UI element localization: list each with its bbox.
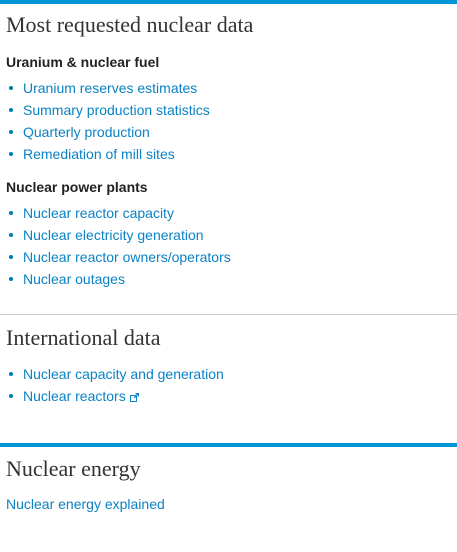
list-item: Nuclear capacity and generation [0, 363, 224, 385]
list-item: Nuclear reactor owners/operators [0, 246, 231, 268]
international-title: International data [6, 325, 161, 350]
bullet-icon [9, 255, 13, 259]
list-item: Quarterly production [0, 121, 210, 143]
quarterly-production-link[interactable]: Quarterly production [23, 124, 150, 140]
summary-production-link[interactable]: Summary production statistics [23, 102, 210, 118]
list-item: Nuclear outages [0, 268, 231, 290]
international-links: Nuclear capacity and generation Nuclear … [0, 363, 224, 407]
section-divider [0, 314, 457, 315]
bullet-icon [9, 394, 13, 398]
external-link-icon [129, 386, 139, 402]
list-item: Summary production statistics [0, 99, 210, 121]
reactor-owners-link[interactable]: Nuclear reactor owners/operators [23, 249, 231, 265]
uranium-reserves-link[interactable]: Uranium reserves estimates [23, 80, 198, 96]
top-accent-rule [0, 0, 457, 4]
uranium-fuel-heading: Uranium & nuclear fuel [6, 54, 160, 70]
reactor-capacity-link[interactable]: Nuclear reactor capacity [23, 205, 174, 221]
nuclear-reactors-link-label: Nuclear reactors [23, 388, 126, 404]
electricity-generation-link[interactable]: Nuclear electricity generation [23, 227, 204, 243]
list-item: Nuclear electricity generation [0, 224, 231, 246]
bullet-icon [9, 152, 13, 156]
bullet-icon [9, 233, 13, 237]
most-requested-title: Most requested nuclear data [6, 12, 254, 37]
list-item: Uranium reserves estimates [0, 77, 210, 99]
power-plants-links: Nuclear reactor capacity Nuclear electri… [0, 202, 231, 290]
nuclear-energy-explained-link[interactable]: Nuclear energy explained [6, 496, 165, 512]
remediation-mill-sites-link[interactable]: Remediation of mill sites [23, 146, 175, 162]
bullet-icon [9, 108, 13, 112]
list-item: Nuclear reactor capacity [0, 202, 231, 224]
uranium-fuel-links: Uranium reserves estimates Summary produ… [0, 77, 210, 165]
nuclear-reactors-link[interactable]: Nuclear reactors [23, 388, 139, 404]
bullet-icon [9, 86, 13, 90]
list-item: Nuclear reactors [0, 385, 224, 407]
bullet-icon [9, 372, 13, 376]
list-item: Remediation of mill sites [0, 143, 210, 165]
bullet-icon [9, 130, 13, 134]
section-accent-rule [0, 443, 457, 447]
bullet-icon [9, 277, 13, 281]
nuclear-outages-link[interactable]: Nuclear outages [23, 271, 125, 287]
capacity-generation-link[interactable]: Nuclear capacity and generation [23, 366, 224, 382]
power-plants-heading: Nuclear power plants [6, 179, 148, 195]
nuclear-energy-title: Nuclear energy [6, 456, 141, 481]
bullet-icon [9, 211, 13, 215]
